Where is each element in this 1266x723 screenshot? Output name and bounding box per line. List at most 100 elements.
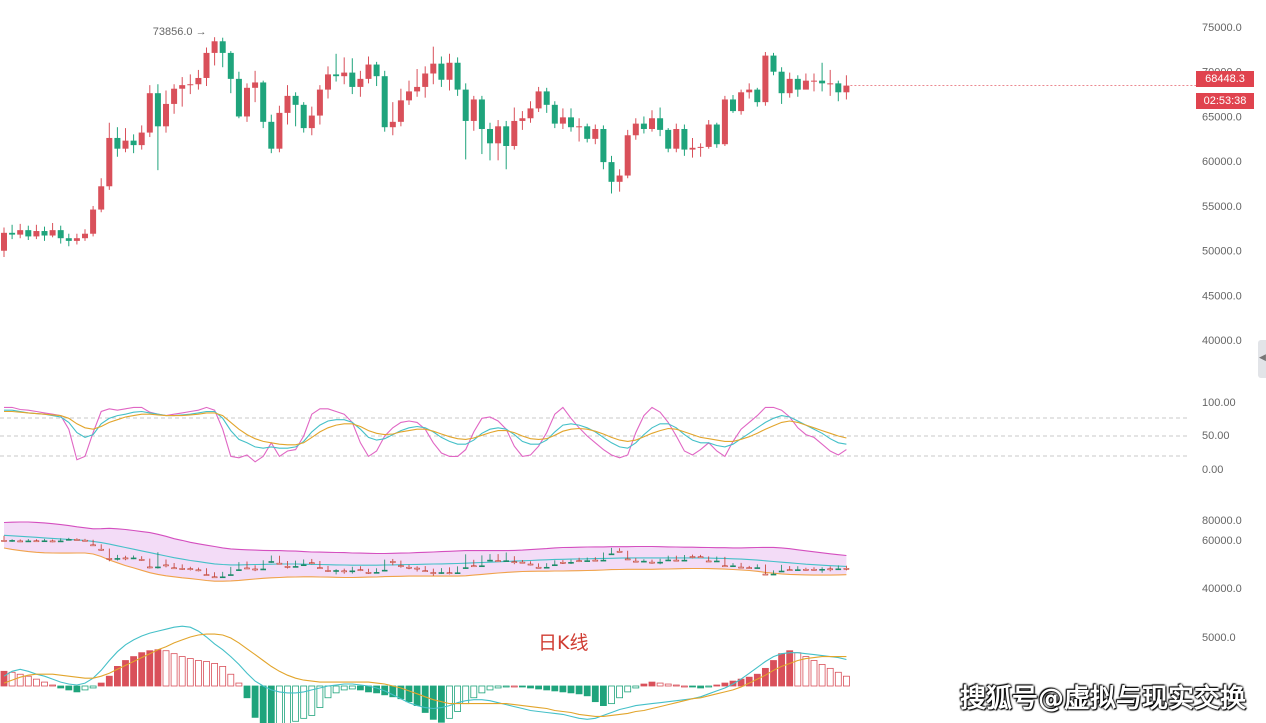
band-candle-body <box>819 568 825 571</box>
price-axis-label: 65000.0 <box>1202 111 1242 123</box>
candle-body <box>454 62 461 90</box>
price-axis-label: 60000.0 <box>1202 156 1242 168</box>
candle-body <box>33 231 40 237</box>
band-candle-body <box>584 560 591 562</box>
chevron-left-icon: ◀ <box>1259 352 1266 362</box>
candle-body <box>90 209 97 234</box>
band-candle-body <box>730 565 736 568</box>
candle-body <box>333 74 340 77</box>
band-candle-body <box>641 560 647 563</box>
band-candle-body <box>130 557 137 560</box>
macd-histogram-bar <box>826 667 834 687</box>
candle-body <box>82 233 88 239</box>
band-candle-body <box>406 566 412 569</box>
candle-body <box>341 72 348 77</box>
band-candle-body <box>33 540 40 543</box>
candle-body <box>154 93 161 127</box>
band-candle-body <box>608 553 615 556</box>
macd-histogram-bar <box>559 685 567 693</box>
candle-body <box>365 64 372 79</box>
candle-body <box>811 80 817 82</box>
band-candle-body <box>25 540 32 543</box>
candle-body <box>357 78 364 87</box>
candle-body <box>738 92 745 112</box>
macd-histogram-bar <box>65 685 73 691</box>
candle-body <box>778 71 785 94</box>
high-price-annotation: 73856.0 → <box>153 26 207 38</box>
band-candle-body <box>398 565 404 567</box>
macd-histogram-bar <box>486 685 494 691</box>
band-candle-body <box>260 568 267 571</box>
band-candle-body <box>778 570 785 573</box>
candle-body <box>794 78 801 90</box>
macd-histogram-bar <box>567 685 575 694</box>
macd-histogram-bar <box>535 685 542 690</box>
macd-histogram-bar <box>316 685 324 708</box>
macd-histogram-bar <box>762 667 769 687</box>
band-candle-body <box>357 569 364 571</box>
macd-histogram-bar <box>454 685 462 712</box>
macd-histogram-bar <box>510 685 518 688</box>
collapse-panel-handle[interactable]: ◀ <box>1258 340 1266 378</box>
candle-body <box>543 91 550 105</box>
macd-histogram-bar <box>211 663 219 687</box>
band-mid-line <box>3 534 847 567</box>
macd-dea-line <box>3 633 847 717</box>
candle-body <box>219 41 226 53</box>
macd-histogram-bar <box>446 685 453 719</box>
candle-body <box>9 232 16 235</box>
candle-body <box>786 78 793 94</box>
macd-histogram-bar <box>519 685 526 688</box>
candle-body <box>705 124 712 147</box>
oscillator-axis-label: 50.00 <box>1202 430 1230 442</box>
macd-histogram-bar <box>340 685 348 691</box>
band-candle-body <box>106 558 113 560</box>
macd-histogram-bar <box>251 685 259 718</box>
band-candle-body <box>754 567 761 569</box>
macd-histogram-bar <box>105 675 113 687</box>
candle-body <box>689 147 696 150</box>
candle-body <box>227 52 234 79</box>
candle-body <box>616 175 623 182</box>
candle-body <box>211 41 218 53</box>
candle-body <box>835 83 842 93</box>
price-axis-label: 55000.0 <box>1202 201 1242 213</box>
band-candle-body <box>90 544 96 547</box>
macd-histogram-bar <box>575 685 583 695</box>
band-candle-body <box>746 567 753 569</box>
macd-histogram-bar <box>437 685 445 723</box>
macd-histogram-bar <box>689 685 696 688</box>
band-candle-body <box>835 568 842 571</box>
candle-body <box>519 118 526 121</box>
candle-body <box>576 126 583 128</box>
band-candle-body <box>333 570 339 572</box>
band-candle-body <box>600 559 607 562</box>
macd-histogram-bar <box>178 656 186 687</box>
candle-body <box>608 162 615 182</box>
band-candle-body <box>74 539 80 541</box>
band-candle-body <box>195 569 202 572</box>
band-candle-body <box>470 565 477 568</box>
band-axis-label: 80000.0 <box>1202 515 1242 527</box>
band-candle-body <box>495 560 501 562</box>
candle-body <box>584 126 591 139</box>
macd-histogram-bar <box>421 685 429 713</box>
macd-histogram-bar <box>243 685 251 699</box>
macd-histogram-bar <box>648 681 656 687</box>
band-candle-body <box>228 574 234 576</box>
candle-body <box>819 80 826 84</box>
macd-histogram-bar <box>600 685 607 707</box>
band-candle-body <box>827 568 834 571</box>
candle-body <box>843 85 850 93</box>
macd-histogram-bar <box>810 660 818 687</box>
candle-body <box>624 135 631 176</box>
candle-body <box>568 117 574 128</box>
macd-histogram-bar <box>332 685 340 694</box>
macd-histogram-bar <box>16 673 24 687</box>
band-candle-body <box>211 576 218 579</box>
band-candle-body <box>713 560 720 563</box>
macd-histogram-bar <box>275 685 283 723</box>
candle-body <box>17 230 24 235</box>
candle-body <box>487 128 493 144</box>
